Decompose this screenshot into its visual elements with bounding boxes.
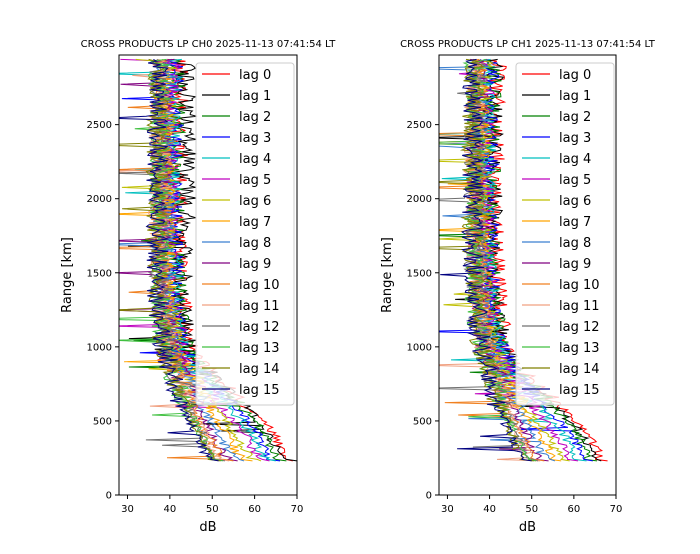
legend-label: lag 12 — [559, 320, 600, 335]
legend-label: lag 13 — [559, 341, 600, 356]
y-tick-label: 1000 — [87, 342, 112, 353]
legend: lag 0 lag 1 lag 2 lag 3 lag 4 lag 5 lag 6 lag 7… — [515, 62, 615, 406]
legend-label: lag 12 — [239, 320, 280, 335]
y-tick-label: 2000 — [407, 194, 432, 205]
legend-box — [515, 62, 615, 406]
legend-label: lag 11 — [559, 299, 600, 314]
legend-label: lag 11 — [239, 299, 280, 314]
y-tick-label: 1500 — [87, 268, 112, 279]
y-tick-label: 2000 — [87, 194, 112, 205]
legend-label: lag 8 — [239, 236, 271, 251]
legend-label: lag 15 — [239, 383, 280, 398]
y-tick-label: 1000 — [407, 342, 432, 353]
legend-label: lag 7 — [559, 215, 591, 230]
y-tick-label: 0 — [106, 491, 112, 502]
legend-label: lag 4 — [239, 152, 271, 167]
series-line-14 — [439, 58, 534, 462]
legend-label: lag 0 — [559, 68, 591, 83]
legend-label: lag 0 — [239, 68, 271, 83]
x-tick-label: 40 — [163, 504, 176, 515]
legend-label: lag 4 — [559, 152, 591, 167]
series-line-13 — [439, 58, 537, 462]
legend-label: lag 15 — [559, 383, 600, 398]
y-tick-label: 500 — [93, 416, 112, 427]
legend-label: lag 14 — [239, 362, 280, 377]
x-tick-label: 30 — [441, 504, 454, 515]
chart-panel-0: CROSS PRODUCTS LP CH0 2025-11-13 07:41:5… — [60, 39, 336, 535]
y-axis-label: Range [km] — [60, 237, 75, 313]
chart-title: CROSS PRODUCTS LP CH1 2025-11-13 07:41:5… — [400, 39, 656, 50]
x-tick-label: 70 — [610, 504, 623, 515]
legend-label: lag 10 — [559, 278, 600, 293]
chart-panel-1: CROSS PRODUCTS LP CH1 2025-11-13 07:41:5… — [380, 39, 656, 535]
legend-box — [195, 62, 295, 406]
plot-frame — [118, 54, 298, 496]
x-tick-label: 40 — [483, 504, 496, 515]
legend-label: lag 13 — [239, 341, 280, 356]
legend-label: lag 9 — [239, 257, 271, 272]
series-line-11 — [119, 58, 230, 462]
y-tick-label: 2500 — [87, 120, 112, 131]
legend-label: lag 6 — [239, 194, 271, 209]
x-axis-label: dB — [519, 520, 536, 535]
legend-label: lag 3 — [239, 131, 271, 146]
legend: lag 0 lag 1 lag 2 lag 3 lag 4 lag 5 lag 6 lag 7… — [195, 62, 295, 406]
legend-label: lag 5 — [239, 173, 271, 188]
legend-label: lag 14 — [559, 362, 600, 377]
plot-frame — [438, 54, 617, 496]
x-tick-label: 70 — [291, 504, 304, 515]
legend-label: lag 10 — [239, 278, 280, 293]
series-line-15 — [119, 58, 219, 462]
y-tick-label: 1500 — [407, 268, 432, 279]
legend-label: lag 7 — [239, 215, 271, 230]
legend-label: lag 5 — [559, 173, 591, 188]
y-tick-label: 0 — [426, 491, 432, 502]
legend-label: lag 2 — [559, 110, 591, 125]
legend-label: lag 1 — [239, 89, 271, 104]
y-tick-label: 500 — [413, 416, 432, 427]
legend-label: lag 3 — [559, 131, 591, 146]
x-tick-label: 50 — [525, 504, 538, 515]
legend-label: lag 6 — [559, 194, 591, 209]
series-line-15 — [440, 58, 532, 462]
x-tick-label: 50 — [206, 504, 219, 515]
legend-label: lag 9 — [559, 257, 591, 272]
chart-title: CROSS PRODUCTS LP CH0 2025-11-13 07:41:5… — [81, 39, 337, 50]
x-tick-label: 60 — [248, 504, 261, 515]
legend-label: lag 2 — [239, 110, 271, 125]
y-axis-label: Range [km] — [380, 237, 395, 313]
legend-label: lag 8 — [559, 236, 591, 251]
x-tick-label: 30 — [121, 504, 134, 515]
x-axis-label: dB — [199, 520, 216, 535]
y-tick-label: 2500 — [407, 120, 432, 131]
legend-label: lag 1 — [559, 89, 591, 104]
x-tick-label: 60 — [567, 504, 580, 515]
